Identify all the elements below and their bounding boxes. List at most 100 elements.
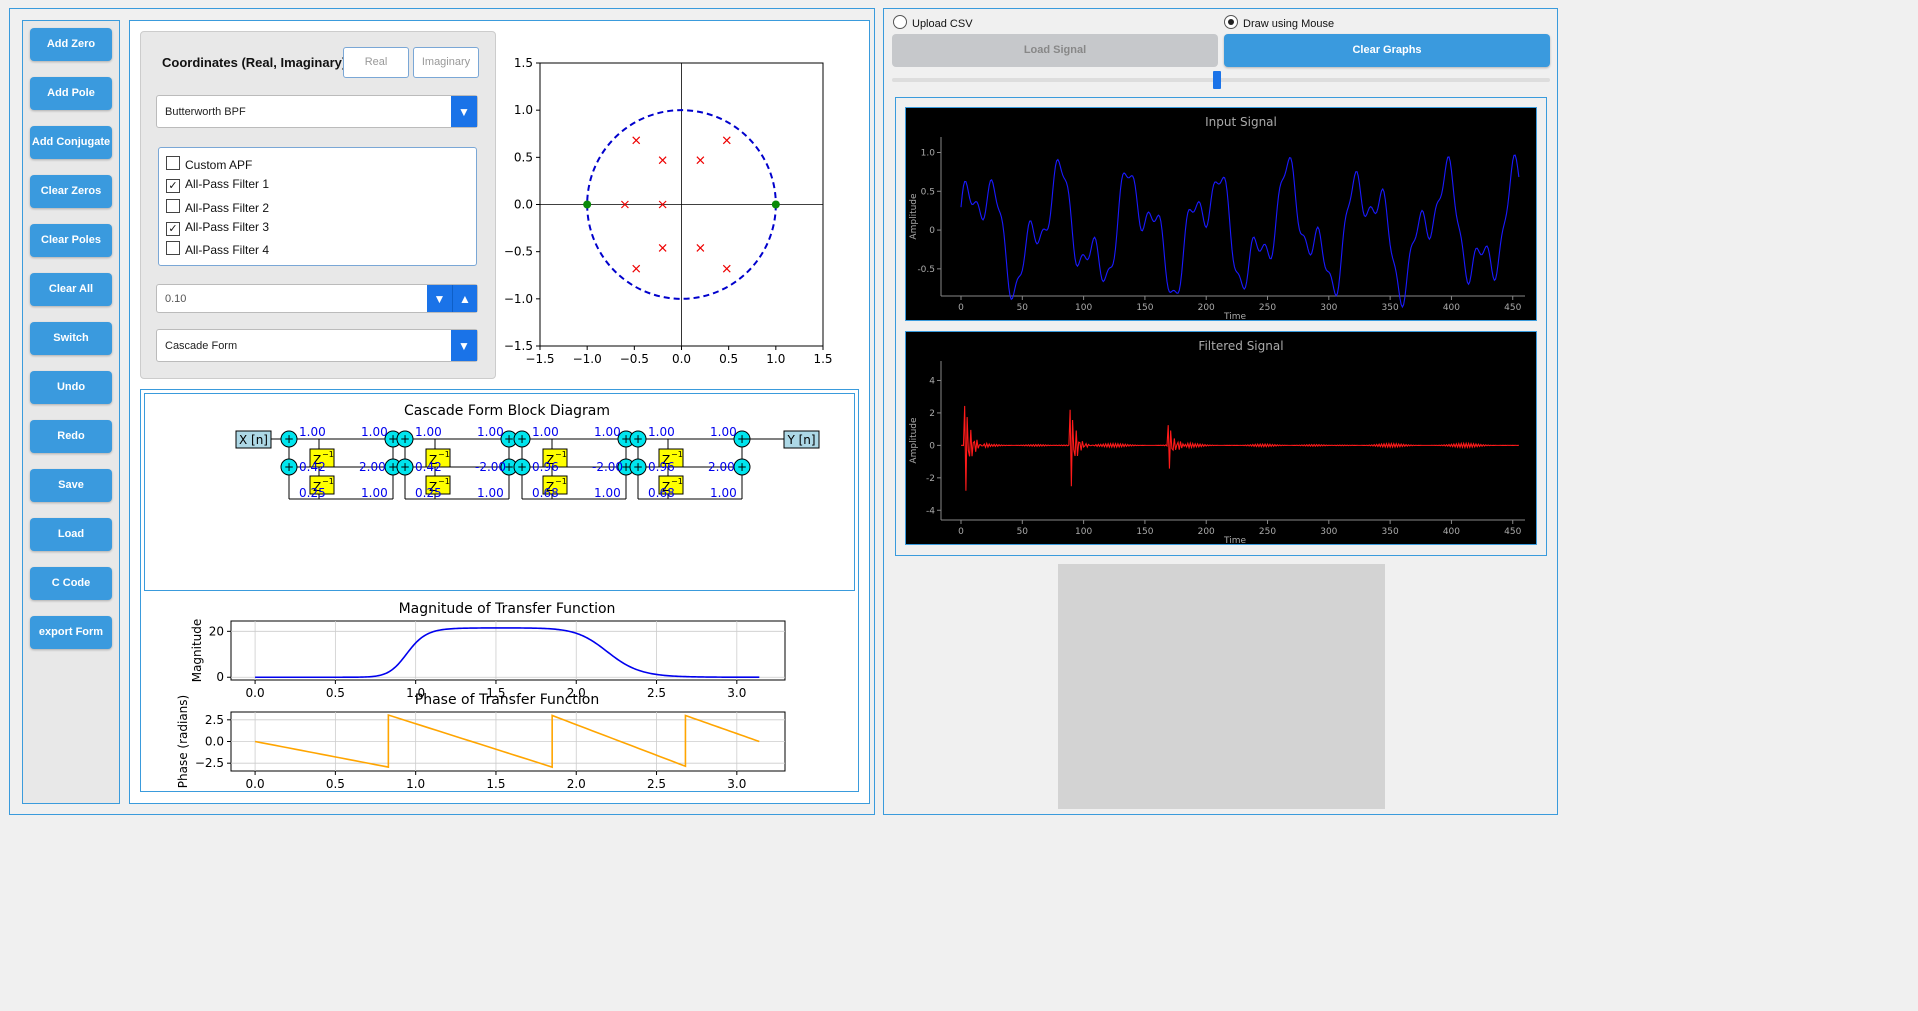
pole-marker: [632, 136, 641, 145]
checkbox-checked-icon: ✓: [166, 179, 180, 194]
x-tick-label: 450: [1504, 303, 1521, 313]
x-tick-label: 1.5: [813, 352, 832, 366]
checkbox-icon: [166, 156, 180, 170]
x-tick-label: 100: [1075, 527, 1092, 537]
spin-up-icon[interactable]: ▲: [452, 285, 477, 312]
apf-checkbox-1[interactable]: ✓ All-Pass Filter 1: [166, 177, 269, 194]
c-code-button[interactable]: C Code: [30, 567, 112, 600]
y-tick-label: -2: [926, 474, 935, 484]
svg-text:−1: −1: [671, 477, 683, 486]
coefficient-label: 2.00: [708, 460, 735, 474]
apf-checkbox-2[interactable]: All-Pass Filter 2: [166, 198, 269, 215]
svg-text:Z: Z: [546, 480, 554, 494]
undo-button[interactable]: Undo: [30, 371, 112, 404]
load-button[interactable]: Load: [30, 518, 112, 551]
svg-text:Z: Z: [313, 453, 321, 467]
input-signal-plot[interactable]: Input Signal 0 50 100 150 200 250 300 350 400 450 1…: [905, 107, 1537, 321]
coefficient-label: -2.00: [475, 460, 506, 474]
adder-node: +: [733, 458, 751, 476]
x-tick-label: −1.5: [525, 352, 554, 366]
zero-marker: [583, 200, 592, 209]
x-tick-label: 0: [958, 303, 964, 313]
pole-marker: [722, 136, 731, 145]
coefficient-label: 1.00: [477, 486, 504, 500]
delay-block: Z −1: [658, 448, 684, 468]
redo-button[interactable]: Redo: [30, 420, 112, 453]
phase-plot: Phase of Transfer Function 0.0 0.5 1.0 1.5 2.…: [176, 692, 786, 790]
coefficient-label: 1.00: [594, 425, 621, 439]
apf-list: [158, 147, 477, 266]
input-label: X [n]: [239, 433, 268, 447]
add-pole-button[interactable]: Add Pole: [30, 77, 112, 110]
adder-node: +: [513, 458, 531, 476]
adder-node: +: [396, 430, 414, 448]
load-signal-button[interactable]: Load Signal: [892, 34, 1218, 67]
y-tick-label: 1.0: [514, 103, 533, 117]
x-tick-label: 250: [1259, 527, 1276, 537]
speed-slider-handle[interactable]: [1213, 71, 1221, 89]
z-plane-plot[interactable]: −1.5 −1.0 −0.5 0.0 0.5 1.0 1.5 1.5 1.0 0.5 0.0 −0.5…: [500, 40, 850, 375]
apf-checkbox-3[interactable]: ✓ All-Pass Filter 3: [166, 220, 269, 236]
switch-button[interactable]: Switch: [30, 322, 112, 355]
pole-marker: [696, 156, 705, 165]
x-tick-label: 1.0: [406, 777, 425, 790]
real-input[interactable]: Real: [343, 47, 409, 78]
export-form-button[interactable]: export Form: [30, 616, 112, 649]
coefficient-label: 1.00: [361, 425, 388, 439]
imaginary-input[interactable]: Imaginary: [413, 47, 479, 78]
drawing-pad[interactable]: [1058, 564, 1385, 809]
x-tick-label: 200: [1198, 527, 1215, 537]
radio-selected-icon: [1224, 15, 1238, 29]
form-select-value: Cascade Form: [165, 340, 238, 352]
x-tick-label: −0.5: [620, 352, 649, 366]
plot-border: [905, 107, 1537, 321]
coefficient-label: 0.68: [648, 486, 675, 500]
speed-slider-track[interactable]: [892, 78, 1550, 82]
draw-mouse-radio[interactable]: Draw using Mouse: [1224, 15, 1334, 30]
clear-poles-button[interactable]: Clear Poles: [30, 224, 112, 257]
coefficient-label: 0.96: [648, 460, 675, 474]
block-diagram-title: Cascade Form Block Diagram: [404, 403, 610, 419]
coordinates-label: Coordinates (Real, Imaginary):: [162, 55, 351, 70]
plot-border: [905, 331, 1537, 545]
delay-block: Z −1: [425, 475, 451, 495]
spin-down-icon[interactable]: ▼: [427, 285, 452, 312]
response-curve: [255, 627, 760, 679]
adder-node: +: [280, 458, 298, 476]
svg-text:Z: Z: [546, 453, 554, 467]
x-tick-label: 50: [1017, 527, 1029, 537]
adder-node: +: [629, 458, 647, 476]
filter-type-select[interactable]: Butterworth BPF ▼: [156, 95, 478, 128]
x-tick-label: 0.0: [246, 686, 265, 700]
clear-zeros-button[interactable]: Clear Zeros: [30, 175, 112, 208]
apf-value-spinbox[interactable]: 0.10 ▼ ▲: [156, 284, 478, 313]
y-tick-label: 1.0: [921, 149, 936, 159]
add-zero-button[interactable]: Add Zero: [30, 28, 112, 61]
add-conjugate-button[interactable]: Add Conjugate: [30, 126, 112, 159]
y-tick-label: 0.0: [514, 198, 533, 212]
filtered-signal-plot: Filtered Signal 0 50 100 150 200 250 300 350 400 4…: [905, 331, 1537, 546]
upload-csv-radio[interactable]: Upload CSV: [893, 15, 973, 30]
signal-trace: [960, 154, 1520, 309]
apf-checkbox-4[interactable]: All-Pass Filter 4: [166, 241, 269, 257]
x-tick-label: −1.0: [573, 352, 602, 366]
x-tick-label: 150: [1136, 303, 1153, 313]
svg-text:+: +: [284, 432, 294, 446]
x-tick-label: 2.5: [647, 777, 666, 790]
coefficient-label: 0.42: [299, 460, 326, 474]
clear-graphs-button[interactable]: Clear Graphs: [1224, 34, 1550, 67]
pole-marker: [658, 243, 667, 252]
clear-all-button[interactable]: Clear All: [30, 273, 112, 306]
svg-text:−1: −1: [555, 450, 567, 459]
apf-checkbox-0[interactable]: Custom APF: [166, 156, 252, 172]
y-tick-label: −0.5: [504, 245, 533, 259]
apf-label: All-Pass Filter 3: [185, 219, 270, 234]
chevron-down-icon: ▼: [451, 330, 477, 361]
x-tick-label: 1.0: [766, 352, 785, 366]
x-tick-label: 0.0: [672, 352, 691, 366]
svg-text:+: +: [504, 432, 514, 446]
pole-marker: [620, 200, 629, 209]
form-select[interactable]: Cascade Form ▼: [156, 329, 478, 362]
save-button[interactable]: Save: [30, 469, 112, 502]
